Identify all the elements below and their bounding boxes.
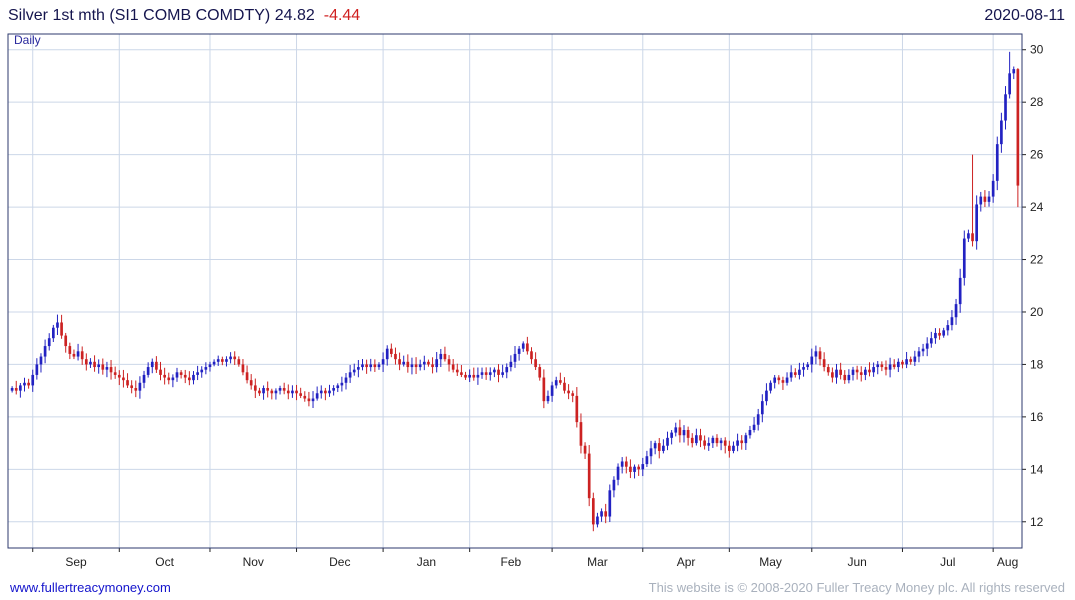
svg-text:12: 12 [1030,515,1044,529]
svg-text:28: 28 [1030,95,1044,109]
svg-text:Jan: Jan [417,555,436,569]
svg-text:14: 14 [1030,462,1044,476]
chart-header: Silver 1st mth (SI1 COMB COMDTY) 24.82 -… [8,5,1065,27]
svg-text:30: 30 [1030,43,1044,57]
svg-text:Dec: Dec [329,555,350,569]
svg-text:18: 18 [1030,357,1044,371]
svg-text:Sep: Sep [65,555,87,569]
copyright-text: This website is © 2008-2020 Fuller Treac… [648,579,1065,595]
frequency-label: Daily [14,33,41,47]
svg-text:Feb: Feb [501,555,522,569]
svg-text:24: 24 [1030,200,1044,214]
svg-text:16: 16 [1030,410,1044,424]
svg-text:Aug: Aug [997,555,1018,569]
chart-title: Silver 1st mth (SI1 COMB COMDTY) 24.82 [8,7,315,24]
svg-text:Nov: Nov [243,555,264,569]
svg-text:26: 26 [1030,148,1044,162]
svg-text:20: 20 [1030,305,1044,319]
title-area: Silver 1st mth (SI1 COMB COMDTY) 24.82 -… [8,7,360,25]
price-change: -4.44 [323,7,361,24]
chart-date: 2020-08-11 [984,7,1065,24]
svg-text:22: 22 [1030,253,1044,267]
svg-text:Mar: Mar [587,555,608,569]
price-chart: 12 14 16 18 20 22 24 26 28 30 Sep Oct Nov Dec Jan Feb Ma… [7,33,1044,569]
svg-text:Jun: Jun [847,555,866,569]
svg-text:Jul: Jul [940,555,955,569]
footer-link[interactable]: www.fullertreacymoney.com [10,579,171,595]
svg-text:Apr: Apr [677,555,696,569]
svg-text:Oct: Oct [155,555,174,569]
svg-text:May: May [759,555,782,569]
footer: www.fullertreacymoney.com This website i… [0,574,1075,600]
